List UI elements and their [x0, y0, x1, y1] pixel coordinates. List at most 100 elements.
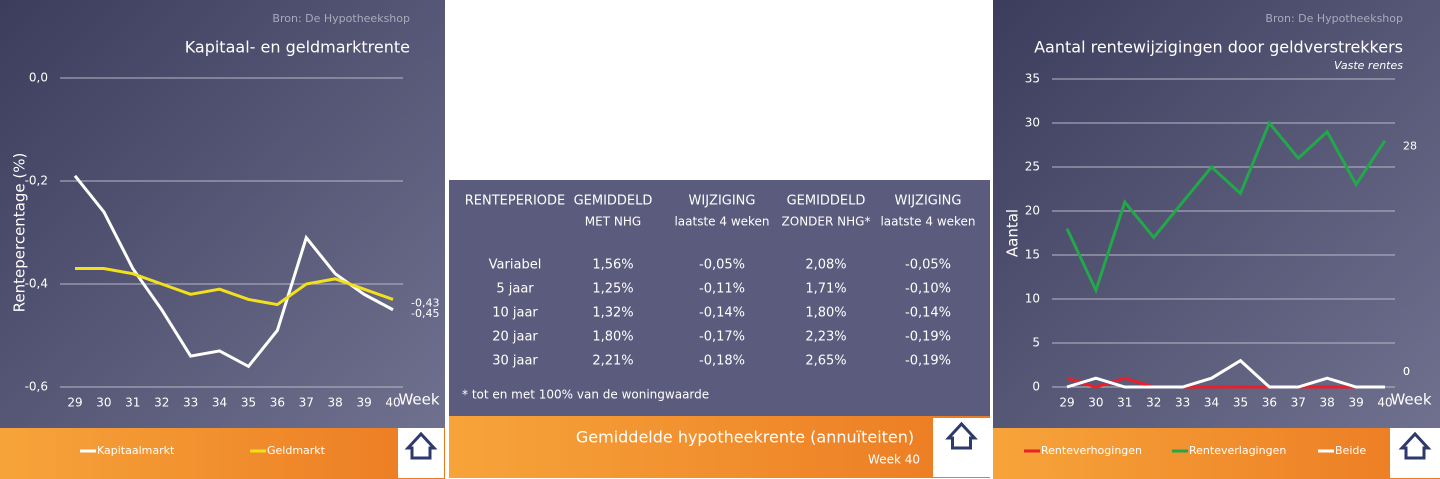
- legend-label: Kapitaalmarkt: [97, 444, 175, 457]
- x-tick-label: 32: [154, 396, 169, 410]
- source: Bron: De Hypotheekshop: [1265, 12, 1403, 25]
- table-cell: 1,32%: [592, 306, 633, 321]
- y-tick-label: 0,0: [29, 71, 48, 85]
- logo-box: [1390, 428, 1440, 478]
- x-tick-label: 31: [1117, 396, 1132, 410]
- x-tick-label: 31: [125, 396, 140, 410]
- legend-label: Geldmarkt: [267, 444, 326, 457]
- legend-bar: [0, 428, 445, 479]
- table-cell: 1,56%: [592, 258, 633, 273]
- logo-text: DE: [400, 459, 409, 466]
- chart-title: Aantal rentewijzigingen door geldverstre…: [1034, 38, 1403, 57]
- x-axis-label: Week: [398, 391, 439, 409]
- table-cell: 2,23%: [805, 330, 846, 345]
- end-label: -0,43: [411, 296, 439, 309]
- x-tick-label: 37: [299, 396, 314, 410]
- x-tick-label: 32: [1146, 396, 1161, 410]
- x-tick-label: 34: [212, 396, 227, 410]
- table-cell: -0,10%: [905, 282, 951, 297]
- table-header: laatste 4 weken: [880, 215, 975, 229]
- logo-house: [945, 421, 978, 450]
- chart-subtitle: Vaste rentes: [1334, 59, 1403, 72]
- y-tick-label: 15: [1025, 248, 1040, 262]
- line: [1066, 376, 1385, 389]
- legend-label: Renteverhogingen: [1041, 444, 1142, 457]
- table-header: GEMIDDELD: [574, 194, 653, 209]
- logo-text: SHOP: [935, 470, 954, 477]
- table-header: MET NHG: [585, 215, 641, 229]
- y-tick-label: 5: [1032, 336, 1040, 350]
- logo-house: [404, 431, 438, 460]
- end-label: -0,45: [411, 307, 439, 320]
- table-cell: -0,05%: [699, 258, 745, 273]
- table-cell: Variabel: [489, 258, 542, 273]
- end-label: 0: [1403, 365, 1410, 378]
- chart-title: Kapitaal- en geldmarktrente: [185, 38, 410, 57]
- table-cell: 1,71%: [805, 282, 846, 297]
- logo-text: HYPOTHEEK: [1392, 465, 1433, 472]
- footnote: * tot en met 100% van de woningwaarde: [462, 388, 709, 402]
- x-tick-label: 40: [1377, 396, 1392, 410]
- table-cell: -0,14%: [699, 306, 745, 321]
- logo-text: DE: [935, 458, 944, 465]
- panel-left: [0, 0, 445, 428]
- x-tick-label: 30: [96, 396, 111, 410]
- y-tick-label: 10: [1025, 292, 1040, 306]
- y-tick-label: 20: [1025, 204, 1040, 218]
- logo-house: [1398, 431, 1432, 460]
- y-tick-label: 0: [1032, 380, 1040, 394]
- table-cell: 2,65%: [805, 354, 846, 369]
- legend-bar: [993, 428, 1440, 479]
- table-cell: -0,19%: [905, 354, 951, 369]
- table-cell: 1,25%: [592, 282, 633, 297]
- table-cell: -0,14%: [905, 306, 951, 321]
- logo-box: [398, 428, 444, 478]
- logo-text: HYPOTHEEK: [935, 464, 976, 471]
- table-cell: -0,11%: [699, 282, 745, 297]
- x-tick-label: 33: [183, 396, 198, 410]
- end-label: 28: [1403, 140, 1417, 153]
- y-axis-label: Aantal: [1004, 209, 1022, 257]
- y-tick-label: -0,2: [25, 174, 48, 188]
- line: [1065, 120, 1387, 295]
- x-tick-label: 36: [1262, 396, 1277, 410]
- table-panel: [449, 180, 990, 416]
- table-cell: 1,80%: [805, 306, 846, 321]
- y-tick-label: -0,6: [25, 380, 48, 394]
- x-tick-label: 36: [270, 396, 285, 410]
- line: [1066, 358, 1385, 389]
- table-subtitle: Week 40: [868, 453, 920, 467]
- table-cell: 1,80%: [592, 330, 633, 345]
- table-cell: 5 jaar: [496, 282, 534, 297]
- table-cell: -0,18%: [699, 354, 745, 369]
- y-tick-label: 25: [1025, 160, 1040, 174]
- x-tick-label: 39: [1348, 396, 1363, 410]
- x-tick-label: 37: [1291, 396, 1306, 410]
- table-title: Gemiddelde hypotheekrente (annuïteiten): [576, 428, 914, 447]
- y-tick-label: 30: [1025, 116, 1040, 130]
- table-cell: 30 jaar: [492, 354, 538, 369]
- x-axis-label: Week: [1390, 391, 1431, 409]
- table-cell: 10 jaar: [492, 306, 538, 321]
- logo-text: HYPOTHEEK: [400, 465, 441, 472]
- table-header: WIJZIGING: [895, 194, 962, 209]
- x-tick-label: 29: [67, 396, 82, 410]
- x-tick-label: 38: [328, 396, 343, 410]
- line: [75, 267, 394, 307]
- table-cell: -0,19%: [905, 330, 951, 345]
- x-tick-label: 38: [1320, 396, 1335, 410]
- y-tick-label: -0,4: [25, 277, 48, 291]
- x-tick-label: 39: [356, 396, 371, 410]
- y-axis-label: Rentepercentage (%): [11, 153, 29, 313]
- x-tick-label: 34: [1204, 396, 1219, 410]
- x-tick-label: 29: [1059, 396, 1074, 410]
- table-header: RENTEPERIODE: [465, 194, 566, 209]
- y-tick-label: 35: [1025, 72, 1040, 86]
- x-tick-label: 33: [1175, 396, 1190, 410]
- line: [73, 174, 394, 369]
- table-cell: 20 jaar: [492, 330, 538, 345]
- x-tick-label: 30: [1088, 396, 1103, 410]
- table-cell: 2,08%: [805, 258, 846, 273]
- x-tick-label: 40: [385, 396, 400, 410]
